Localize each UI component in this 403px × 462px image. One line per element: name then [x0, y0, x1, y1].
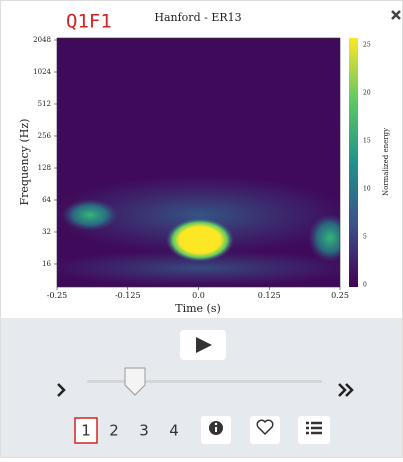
y-tick-label: 16	[42, 260, 51, 268]
x-tick-label: 0.25	[331, 291, 349, 300]
colorbar-tick-label: 15	[363, 138, 371, 145]
collections-button[interactable]	[298, 416, 330, 444]
y-tick-label: 1024	[33, 68, 51, 76]
y-tick-label: 32	[42, 228, 51, 236]
page-button[interactable]: 3	[139, 422, 149, 440]
y-axis-label: Frequency (Hz)	[18, 119, 31, 206]
heart-icon	[256, 419, 274, 436]
y-tick-label: 512	[38, 100, 51, 108]
info-icon-bar	[215, 427, 217, 432]
x-tick-label: -0.125	[115, 291, 141, 300]
close-button[interactable]	[391, 10, 401, 20]
colorbar-tick-label: 20	[363, 90, 371, 97]
step-forward[interactable]	[57, 383, 66, 397]
page-button[interactable]: 4	[169, 422, 179, 440]
favorite-button[interactable]	[250, 416, 280, 444]
x-tick-label: -0.25	[47, 291, 68, 300]
colorbar-tick-label: 5	[363, 234, 367, 241]
page-button[interactable]: 2	[109, 422, 119, 440]
colorbar	[349, 38, 358, 287]
slider-thumb[interactable]	[124, 367, 146, 396]
play-icon	[196, 337, 212, 353]
x-tick-label: 0.125	[258, 291, 281, 300]
colorbar-tick-label: 25	[363, 42, 371, 49]
x-tick-label: 0.0	[192, 291, 205, 300]
page-button[interactable]: 1	[81, 422, 91, 440]
page-button-selected[interactable]	[74, 417, 98, 444]
y-tick-label: 256	[38, 132, 52, 140]
x-axis-label: Time (s)	[175, 302, 221, 315]
spectrogram	[57, 38, 340, 287]
skip-to-end[interactable]	[338, 383, 354, 397]
axis-ticks: 2048 1024 512 256 128 64 32 16 -0.25 -0.125 0.0 0.1…	[33, 36, 371, 300]
colorbar-tick-label: 10	[363, 186, 371, 193]
colorbar-label: Normalized energy	[382, 128, 390, 196]
y-tick-label: 128	[38, 164, 51, 172]
subject-label: Q1F1	[66, 11, 112, 33]
info-icon-dot	[214, 422, 218, 426]
plot-title: Hanford - ER13	[154, 11, 241, 24]
y-tick-label: 64	[42, 196, 51, 204]
list-icon	[306, 421, 322, 435]
y-tick-label: 2048	[33, 36, 51, 44]
colorbar-tick-label: 0	[363, 282, 367, 289]
slider-track	[87, 380, 322, 383]
